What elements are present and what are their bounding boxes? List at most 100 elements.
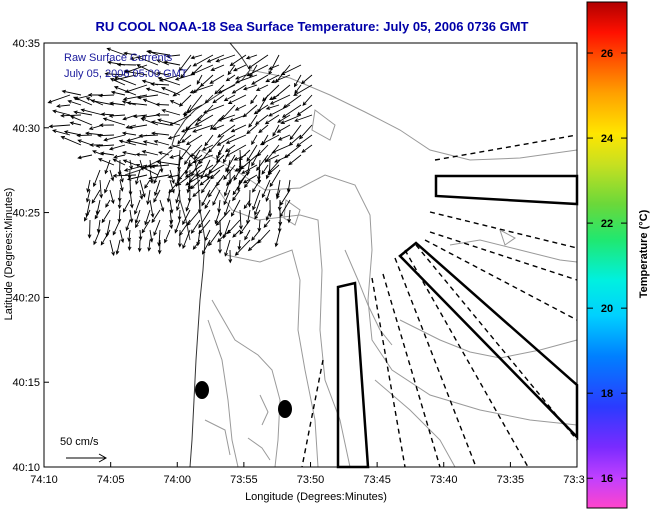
current-vector bbox=[217, 124, 236, 138]
x-tick-label: 73:3 bbox=[563, 474, 584, 486]
current-vector bbox=[56, 104, 71, 108]
current-vector bbox=[150, 82, 170, 86]
current-vector bbox=[189, 84, 214, 94]
current-vector bbox=[108, 144, 126, 151]
contour-line bbox=[283, 199, 301, 226]
current-vector bbox=[174, 219, 181, 234]
current-vector bbox=[251, 149, 261, 167]
current-vector bbox=[206, 54, 225, 63]
current-vector bbox=[153, 219, 161, 237]
current-vector bbox=[63, 130, 82, 136]
current-vector bbox=[155, 160, 181, 166]
current-vector bbox=[116, 62, 137, 67]
current-vector bbox=[123, 164, 148, 172]
current-vector bbox=[122, 199, 131, 213]
current-vector bbox=[119, 179, 124, 192]
current-vector bbox=[157, 239, 162, 255]
current-vector bbox=[118, 139, 137, 146]
current-vector bbox=[223, 149, 231, 164]
current-vector bbox=[226, 159, 231, 174]
current-vector bbox=[154, 179, 161, 197]
current-vector bbox=[277, 114, 291, 123]
x-axis: 74:10 74:05 74:00 73:55 73:50 73:45 73:40 73:35… bbox=[30, 462, 585, 486]
current-vector bbox=[134, 199, 141, 215]
y-axis-label: Latitude (Degrees:Minutes) bbox=[3, 188, 15, 321]
current-vector bbox=[210, 64, 225, 71]
current-vector bbox=[76, 133, 93, 138]
current-vector bbox=[181, 134, 192, 144]
scale-arrow-head bbox=[98, 453, 108, 463]
current-vector bbox=[254, 199, 261, 216]
current-vector bbox=[234, 104, 247, 111]
transect-line bbox=[394, 257, 477, 468]
current-vector bbox=[180, 124, 203, 133]
current-vector bbox=[216, 134, 236, 146]
current-vector bbox=[169, 169, 175, 185]
current-vector bbox=[137, 239, 142, 253]
current-vector bbox=[208, 159, 221, 174]
current-vector bbox=[226, 219, 241, 235]
current-vector bbox=[139, 179, 146, 198]
current-vector bbox=[271, 74, 291, 84]
current-vector bbox=[113, 154, 126, 159]
current-vector bbox=[87, 219, 92, 239]
current-vector bbox=[178, 94, 192, 107]
current-vector bbox=[248, 114, 258, 128]
map-panel: Raw Surface Currents July 05, 2006 05:00… bbox=[43, 42, 579, 469]
current-vector bbox=[149, 229, 154, 243]
current-vector bbox=[70, 115, 93, 126]
x-tick-label: 73:40 bbox=[430, 474, 458, 486]
current-vector bbox=[108, 114, 126, 118]
current-vector bbox=[104, 179, 111, 194]
y-tick-label: 40:15 bbox=[12, 377, 40, 389]
current-vector bbox=[204, 94, 214, 104]
current-vector bbox=[223, 179, 231, 197]
transect-lines bbox=[301, 134, 578, 468]
currents-timestamp: July 05, 2006 05:00 GMT bbox=[64, 68, 188, 80]
current-vector bbox=[235, 74, 258, 84]
current-vector bbox=[139, 189, 144, 200]
current-vector bbox=[126, 101, 148, 106]
current-vector bbox=[258, 124, 269, 134]
current-vector bbox=[301, 144, 313, 153]
current-vector bbox=[182, 104, 203, 115]
current-vector bbox=[119, 169, 124, 183]
current-vector bbox=[153, 139, 170, 146]
x-axis-label: Longitude (Degrees:Minutes) bbox=[245, 491, 387, 503]
current-vector bbox=[274, 154, 291, 163]
current-vector bbox=[190, 54, 203, 60]
current-vector bbox=[223, 189, 231, 206]
transect-line bbox=[301, 359, 324, 468]
current-vector bbox=[289, 124, 302, 141]
current-vector bbox=[142, 98, 159, 106]
current-vector bbox=[149, 199, 155, 218]
current-vector bbox=[155, 112, 170, 117]
current-vector bbox=[212, 124, 225, 131]
current-vector bbox=[135, 164, 159, 176]
current-vector bbox=[85, 189, 91, 203]
contour-line bbox=[214, 184, 351, 468]
transect-line bbox=[415, 244, 578, 441]
current-vector bbox=[259, 134, 280, 146]
transect-line bbox=[382, 273, 441, 468]
current-vector bbox=[167, 174, 181, 179]
current-vector bbox=[296, 104, 313, 116]
current-vector bbox=[271, 144, 291, 154]
colorbar-ticks: 26 24 22 20 18 16 bbox=[587, 48, 627, 485]
current-vector bbox=[47, 94, 71, 104]
current-vector bbox=[105, 199, 111, 208]
current-vector bbox=[141, 219, 151, 234]
current-vector bbox=[234, 239, 251, 256]
current-vector bbox=[302, 94, 313, 106]
current-vector bbox=[268, 54, 280, 76]
current-vector bbox=[277, 134, 291, 141]
current-vector bbox=[274, 229, 281, 248]
current-vector bbox=[122, 114, 137, 121]
current-vector bbox=[158, 151, 170, 156]
current-vector bbox=[150, 131, 170, 136]
current-vector bbox=[112, 173, 137, 178]
y-tick-label: 40:20 bbox=[12, 292, 40, 304]
current-vector bbox=[199, 74, 214, 88]
current-vector bbox=[115, 239, 121, 256]
colorbar-tick-label: 22 bbox=[601, 218, 613, 230]
